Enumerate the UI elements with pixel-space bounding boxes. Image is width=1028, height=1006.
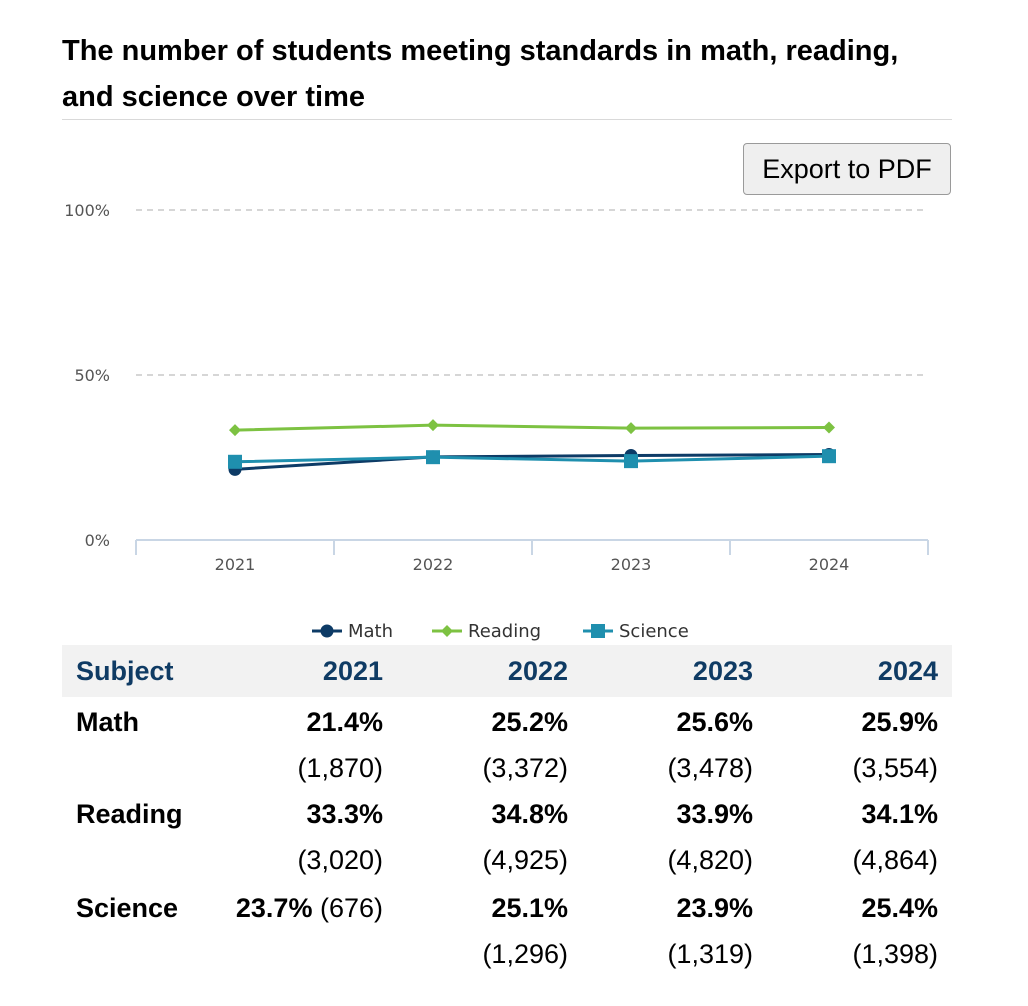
table-cell: 34.1% (4,864) — [767, 791, 952, 885]
table-cell: 25.1% (1,296) — [397, 885, 582, 979]
row-subject: Reading — [76, 799, 183, 829]
table-cell: 25.2% (3,372) — [397, 697, 582, 791]
reading-point — [229, 424, 241, 437]
science-point — [426, 450, 440, 465]
table-cell: 33.9% (4,820) — [582, 791, 767, 885]
header-2022: 2022 — [397, 645, 582, 697]
legend-label: Science — [619, 620, 689, 642]
table-cell: 23.9% (1,319) — [582, 885, 767, 979]
cell-count: (4,864) — [852, 845, 938, 875]
cell-count: (3,372) — [482, 753, 568, 783]
science-point — [228, 454, 242, 469]
header-2024: 2024 — [767, 645, 952, 697]
cell-percent: 25.2% — [491, 707, 568, 737]
cell-percent: 25.9% — [861, 707, 938, 737]
reading-point — [427, 419, 439, 432]
legend-label: Math — [348, 620, 394, 642]
cell-count: (1,296) — [482, 939, 568, 969]
table-cell: 25.4% (1,398) — [767, 885, 952, 979]
table-header-row: Subject 2021 2022 2023 2024 — [62, 645, 952, 697]
export-to-pdf-button[interactable]: Export to PDF — [743, 143, 951, 195]
x-tick-label: 2022 — [413, 555, 454, 574]
y-tick-label: 0% — [85, 531, 110, 550]
legend-marker-icon — [432, 625, 462, 637]
science-series-line — [234, 454, 830, 464]
cell-count: (1,870) — [297, 753, 383, 783]
row-subject: Math — [76, 707, 139, 737]
x-tick-label: 2024 — [809, 555, 850, 574]
cell-percent: 23.9% — [676, 893, 753, 923]
reading-series-line — [234, 423, 830, 432]
science-point — [822, 449, 836, 464]
cell-percent: 25.6% — [676, 707, 753, 737]
science-point — [624, 454, 638, 469]
table-cell: 25.6% (3,478) — [582, 697, 767, 791]
cell-percent: 34.8% — [491, 799, 568, 829]
legend-item-reading[interactable]: Reading — [432, 614, 541, 648]
legend-item-math[interactable]: Math — [312, 614, 393, 648]
reading-point — [625, 422, 637, 435]
cell-percent: 33.3% — [306, 799, 383, 829]
table-row: Math 21.4% (1,870) 25.2% (3,372) 25.6% (3,4… — [62, 697, 952, 791]
math-series-line — [234, 453, 830, 471]
cell-percent: 23.7% — [235, 893, 313, 923]
legend-marker-icon — [312, 624, 342, 638]
cell-percent: 34.1% — [861, 799, 938, 829]
legend-label: Reading — [468, 620, 542, 642]
cell-count: (3,478) — [667, 753, 753, 783]
chart-legend: Math Reading Science — [0, 614, 1028, 648]
row-subject: Science — [76, 893, 179, 923]
data-table: Subject 2021 2022 2023 2024 Math 21.4% (1… — [62, 645, 952, 979]
cell-count: (4,925) — [482, 845, 568, 875]
y-tick-label: 100% — [64, 201, 110, 220]
title-divider — [62, 119, 952, 120]
reading-point — [823, 421, 835, 434]
cell-count: (676) — [319, 893, 383, 923]
cell-count: (1,398) — [852, 939, 938, 969]
x-tick-label: 2023 — [611, 555, 652, 574]
cell-percent: 25.4% — [861, 893, 938, 923]
table-cell: 33.3% (3,020) — [212, 791, 397, 885]
header-subject: Subject — [62, 645, 212, 697]
y-tick-label: 50% — [74, 366, 110, 385]
legend-item-science[interactable]: Science — [583, 614, 689, 648]
line-chart: 0% 50% 100% 2021 2022 2023 2024 — [64, 201, 929, 574]
cell-percent: 33.9% — [676, 799, 753, 829]
chart-title: The number of students meeting standards… — [62, 35, 899, 113]
x-tick-label: 2021 — [215, 555, 256, 574]
cell-count: (4,820) — [667, 845, 753, 875]
table-cell: 25.9% (3,554) — [767, 697, 952, 791]
table-row: Reading 33.3% (3,020) 34.8% (4,925) 33.9% (… — [62, 791, 952, 885]
header-2021: 2021 — [212, 645, 397, 697]
table-cell: 34.8% (4,925) — [397, 791, 582, 885]
header-2023: 2023 — [582, 645, 767, 697]
cell-count: (3,554) — [852, 753, 938, 783]
legend-marker-icon — [583, 624, 613, 638]
table-row: Science 23.7% (676) 25.1% (1,296) 23.9% (1… — [62, 885, 952, 979]
table-cell: 23.7% (676) — [212, 885, 397, 979]
cell-percent: 25.1% — [491, 893, 568, 923]
cell-percent: 21.4% — [306, 707, 383, 737]
table-cell: 21.4% (1,870) — [212, 697, 397, 791]
cell-count: (1,319) — [667, 939, 753, 969]
cell-count: (3,020) — [297, 845, 383, 875]
